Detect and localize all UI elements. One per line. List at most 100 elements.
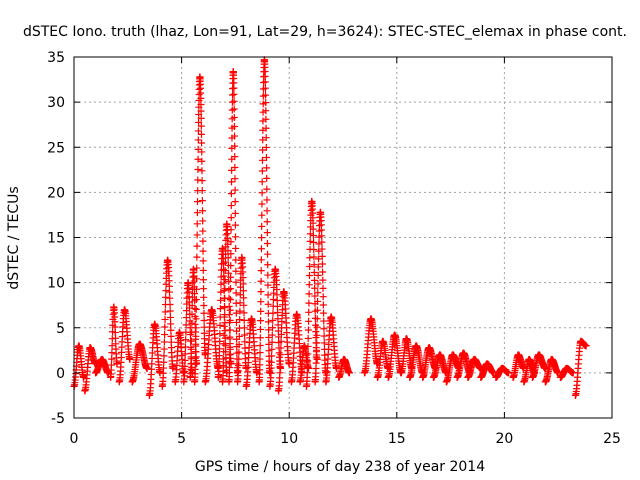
data-point <box>231 209 239 217</box>
data-point <box>194 127 202 135</box>
y-tick-label: 30 <box>47 95 65 111</box>
data-point <box>274 309 282 317</box>
data-point <box>259 146 267 154</box>
data-point <box>161 323 169 331</box>
data-point <box>313 339 321 347</box>
data-point <box>285 360 293 368</box>
data-point <box>262 115 270 123</box>
x-tick-label: 25 <box>603 431 621 447</box>
data-point <box>314 271 322 279</box>
data-point <box>232 309 240 317</box>
data-point <box>228 98 236 106</box>
data-point <box>257 307 265 315</box>
data-point <box>318 252 326 260</box>
data-point <box>226 296 234 304</box>
data-point <box>232 244 240 252</box>
data-point <box>225 311 233 319</box>
data-point <box>199 257 207 265</box>
data-point <box>197 114 205 122</box>
data-point <box>194 198 202 206</box>
data-point <box>232 267 240 275</box>
data-point <box>200 309 208 317</box>
data-point <box>230 113 238 121</box>
y-tick-label: 0 <box>56 366 65 382</box>
data-point <box>198 197 206 205</box>
data-point <box>240 324 248 332</box>
data-point <box>306 230 314 238</box>
data-point <box>505 369 513 377</box>
data-point <box>227 250 235 258</box>
y-tick-label: 20 <box>47 185 65 201</box>
data-point <box>319 284 327 292</box>
data-point <box>229 91 237 99</box>
data-point <box>240 301 248 309</box>
data-point <box>193 231 201 239</box>
data-point <box>313 306 321 314</box>
data-point <box>227 273 235 281</box>
data-point <box>263 218 271 226</box>
data-point <box>268 352 276 360</box>
data-point <box>226 351 234 359</box>
data-point <box>241 338 249 346</box>
data-point <box>199 227 207 235</box>
data-point <box>220 279 228 287</box>
data-point <box>310 253 318 261</box>
data-point <box>192 315 200 323</box>
data-point <box>221 341 229 349</box>
y-tick-label: 25 <box>47 140 65 156</box>
data-point <box>235 332 243 340</box>
data-point <box>256 349 264 357</box>
data-point <box>108 355 116 363</box>
y-tick-label: 35 <box>47 50 65 66</box>
y-tick-label: -5 <box>51 411 65 427</box>
data-point <box>197 107 205 115</box>
data-point <box>306 237 314 245</box>
data-point <box>263 174 271 182</box>
data-point <box>160 352 168 360</box>
data-point <box>193 253 201 261</box>
data-point <box>194 165 202 173</box>
data-point <box>315 255 323 263</box>
data-point <box>198 157 206 165</box>
data-point <box>194 136 202 144</box>
data-point <box>226 343 234 351</box>
data-point <box>264 261 272 269</box>
data-point <box>166 313 174 321</box>
data-point <box>192 285 200 293</box>
data-point <box>320 332 328 340</box>
data-point <box>167 320 175 328</box>
data-point <box>220 340 228 348</box>
data-point <box>309 232 317 240</box>
x-tick-label: 15 <box>388 431 406 447</box>
data-point <box>309 219 317 227</box>
data-point <box>108 342 116 350</box>
data-point <box>263 207 271 215</box>
data-point <box>268 331 276 339</box>
data-point <box>265 333 273 341</box>
data-point <box>193 220 201 228</box>
data-point <box>269 296 277 304</box>
data-point <box>232 278 240 286</box>
data-point <box>231 186 239 194</box>
data-point <box>235 348 243 356</box>
data-point <box>235 340 243 348</box>
data-point <box>263 196 271 204</box>
data-point <box>314 280 322 288</box>
data-point <box>305 317 313 325</box>
data-point <box>217 280 225 288</box>
data-point <box>199 237 207 245</box>
data-point <box>219 361 227 369</box>
data-point <box>200 317 208 325</box>
data-point <box>231 221 239 229</box>
data-point <box>258 167 266 175</box>
data-point <box>262 107 270 115</box>
data-point <box>194 145 202 153</box>
data-point <box>582 342 590 350</box>
data-point <box>276 363 284 371</box>
data-point <box>231 198 239 206</box>
data-point <box>227 202 235 210</box>
data-point <box>269 316 277 324</box>
data-point <box>182 321 190 329</box>
data-point <box>200 285 208 293</box>
data-point <box>217 296 225 304</box>
